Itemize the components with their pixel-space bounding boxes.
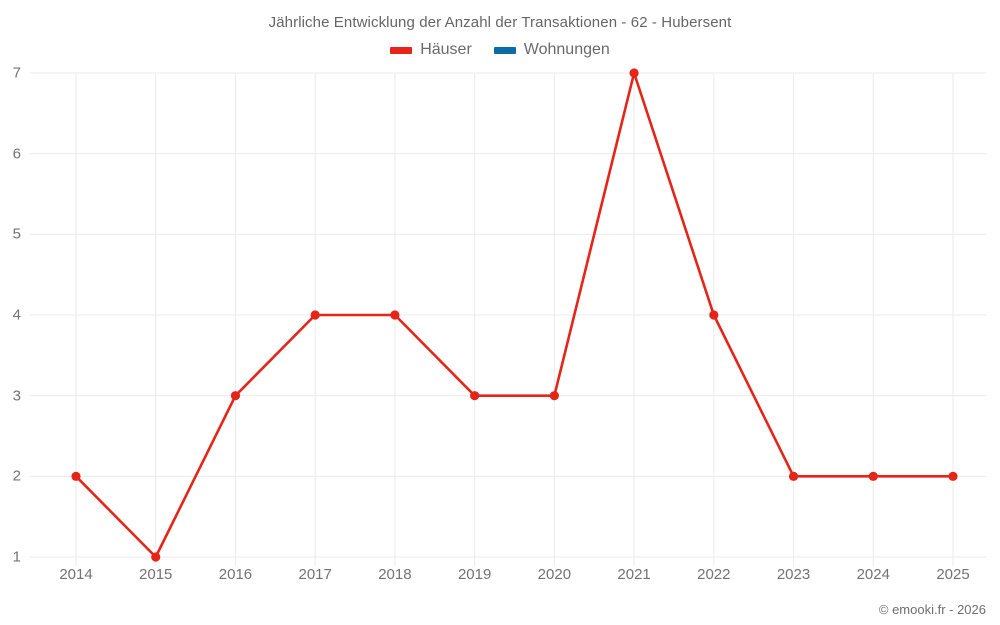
x-axis-tick-2015: 2015 xyxy=(139,566,173,583)
y-axis-tick-3: 3 xyxy=(12,387,21,405)
x-axis-tick-2025: 2025 xyxy=(936,566,970,583)
plot-area xyxy=(30,68,986,566)
series-line-häuser xyxy=(74,71,955,559)
data-point[interactable] xyxy=(788,471,799,481)
y-axis-tick-6: 6 xyxy=(12,145,21,163)
y-axis-tick-5: 5 xyxy=(12,225,21,243)
y-axis-tick-2: 2 xyxy=(12,467,21,485)
x-axis-tick-2022: 2022 xyxy=(697,566,731,583)
data-point[interactable] xyxy=(629,68,639,78)
x-axis-tick-2023: 2023 xyxy=(776,566,811,583)
y-axis-tick-4: 4 xyxy=(12,306,21,324)
legend-swatch-icon-hauser xyxy=(390,46,413,54)
chart-legend: Häuser Wohnungen xyxy=(0,42,1000,58)
x-axis-tick-labels: 2014 2015 2016 2017 2018 2019 2020 2021 2022 2023… xyxy=(0,566,1000,590)
x-axis-tick-2016: 2016 xyxy=(218,566,253,583)
grid-lines xyxy=(30,72,986,566)
data-point[interactable] xyxy=(868,471,878,481)
data-point[interactable] xyxy=(71,471,81,481)
x-axis-tick-2024: 2024 xyxy=(856,566,890,583)
x-axis-tick-2019: 2019 xyxy=(457,566,492,583)
y-axis-tick-7: 7 xyxy=(12,64,21,82)
x-axis-tick-2021: 2021 xyxy=(617,566,651,583)
data-point[interactable] xyxy=(709,310,719,320)
x-axis-tick-2014: 2014 xyxy=(59,566,93,583)
copyright-credit: © emooki.fr - 2026 xyxy=(878,602,986,617)
data-series-layer xyxy=(71,68,958,562)
data-point[interactable] xyxy=(230,391,241,401)
legend-label-wohnungen: Wohnungen xyxy=(523,41,610,58)
legend-item-hauser[interactable]: Häuser xyxy=(390,42,472,58)
data-point[interactable] xyxy=(549,391,559,401)
data-point[interactable] xyxy=(390,310,400,320)
legend-swatch-icon-wohnungen xyxy=(493,46,516,54)
legend-item-wohnungen[interactable]: Wohnungen xyxy=(493,41,610,58)
data-point[interactable] xyxy=(310,310,320,320)
x-axis-tick-2020: 2020 xyxy=(537,566,572,583)
x-axis-tick-2018: 2018 xyxy=(378,566,412,583)
chart-title: Jährliche Entwicklung der Anzahl der Tra… xyxy=(268,14,732,31)
data-point[interactable] xyxy=(470,391,480,401)
data-point[interactable] xyxy=(948,471,958,481)
y-axis-tick-labels: 1 2 3 4 5 6 7 xyxy=(0,0,30,625)
data-point[interactable] xyxy=(151,552,161,562)
y-axis-tick-1: 1 xyxy=(12,548,21,566)
legend-label-hauser: Häuser xyxy=(420,41,472,58)
x-axis-tick-2017: 2017 xyxy=(298,566,332,583)
